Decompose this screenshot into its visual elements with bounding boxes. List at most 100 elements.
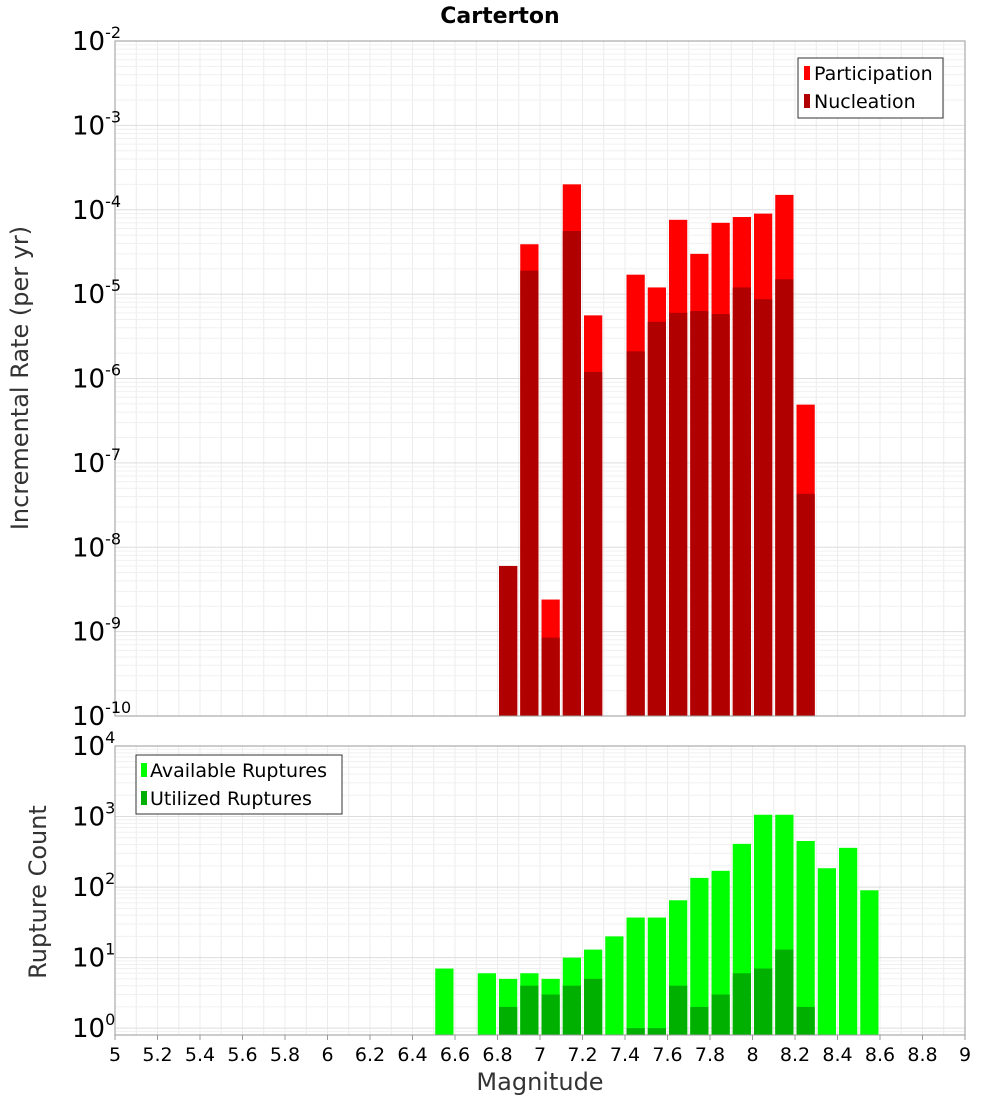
y-tick-label: 10-9: [72, 614, 121, 648]
y-tick-label: 103: [72, 799, 115, 833]
legend-swatch-participation: [804, 66, 810, 80]
legend-label-nucleation: Nucleation: [814, 91, 916, 113]
x-tick-label: 5.2: [142, 1044, 172, 1066]
bar-available-ruptures: [435, 968, 454, 1035]
bar-utilized-ruptures: [796, 1006, 815, 1035]
x-ticks: 5 5.2 5.4 5.6 5.8 6 6.2 6.4 6.6 6.8 7 7.2 7.4 7.6 7.8 8…: [109, 1035, 971, 1066]
y-tick-base: 10: [72, 944, 105, 974]
y-tick-exponent: -8: [105, 529, 121, 548]
y-tick-exponent: -5: [105, 276, 121, 295]
bar-utilized-ruptures: [562, 985, 581, 1035]
x-tick-label: 7.4: [610, 1044, 640, 1066]
bar-available-ruptures: [647, 917, 666, 1035]
bar-nucleation: [499, 565, 518, 716]
bar-nucleation: [775, 279, 794, 716]
y-tick-label: 10-8: [72, 529, 121, 563]
rate-legend: Participation Nucleation: [797, 57, 944, 119]
y-tick-base: 10: [72, 111, 105, 141]
bar-utilized-ruptures: [775, 949, 794, 1035]
y-tick-label: 10-3: [72, 107, 121, 141]
y-tick-exponent: 2: [105, 869, 115, 888]
legend-label-utilized: Utilized Ruptures: [150, 788, 312, 810]
bar-utilized-ruptures: [754, 968, 773, 1035]
y-tick-exponent: 3: [105, 799, 115, 818]
x-tick-label: 9: [959, 1044, 971, 1066]
y-tick-base: 10: [72, 280, 105, 310]
x-tick-label: 6: [321, 1044, 333, 1066]
y-tick-label: 10-4: [72, 192, 121, 226]
bar-nucleation: [754, 299, 773, 716]
y-tick-label: 10-7: [72, 445, 121, 479]
x-tick-label: 7.8: [695, 1044, 725, 1066]
y-tick-label: 10-6: [72, 361, 121, 395]
x-tick-label: 7.2: [567, 1044, 597, 1066]
bar-utilized-ruptures: [647, 1028, 666, 1035]
bar-utilized-ruptures: [732, 973, 751, 1035]
bar-available-ruptures: [711, 870, 730, 1035]
y-tick-label: 10-2: [72, 23, 121, 57]
legend-label-available: Available Ruptures: [150, 760, 327, 782]
bar-utilized-ruptures: [584, 978, 603, 1035]
y-tick-exponent: -10: [105, 698, 131, 717]
y-tick-label: 100: [72, 1010, 115, 1044]
y-tick-base: 10: [72, 365, 105, 395]
y-tick-base: 10: [72, 803, 105, 833]
bar-nucleation: [562, 230, 581, 716]
y-tick-exponent: 4: [105, 728, 115, 747]
x-tick-label: 8.8: [907, 1044, 937, 1066]
bar-available-ruptures: [839, 847, 858, 1035]
x-tick-label: 5.8: [270, 1044, 300, 1066]
rate-bars: [499, 184, 815, 717]
bar-utilized-ruptures: [690, 1006, 709, 1035]
x-tick-label: 7: [534, 1044, 546, 1066]
bar-nucleation: [711, 314, 730, 716]
bar-nucleation: [626, 351, 645, 716]
bar-nucleation: [796, 493, 815, 716]
chart-title: Carterton: [440, 4, 559, 29]
y-tick-base: 10: [72, 27, 105, 57]
bar-nucleation: [541, 637, 560, 716]
x-tick-label: 5: [109, 1044, 121, 1066]
x-tick-label: 5.6: [227, 1044, 257, 1066]
bar-available-ruptures: [690, 877, 709, 1035]
y-tick-base: 10: [72, 702, 105, 732]
y-tick-label: 10-10: [72, 698, 131, 732]
y-tick-label: 102: [72, 869, 115, 903]
legend-label-participation: Participation: [814, 63, 933, 85]
bar-nucleation: [520, 270, 539, 716]
bar-available-ruptures: [860, 890, 879, 1035]
y-tick-exponent: 1: [105, 940, 115, 959]
x-tick-label: 6.8: [482, 1044, 512, 1066]
bar-utilized-ruptures: [499, 1006, 518, 1035]
bar-nucleation: [690, 311, 709, 716]
y-tick-base: 10: [72, 449, 105, 479]
count-legend: Available Ruptures Utilized Ruptures: [135, 754, 343, 815]
count-y-axis-label: Rupture Count: [24, 805, 52, 979]
bar-available-ruptures: [796, 841, 815, 1035]
x-tick-label: 8.6: [865, 1044, 895, 1066]
x-axis-label: Magnitude: [476, 1068, 603, 1096]
bar-available-ruptures: [477, 973, 496, 1035]
y-tick-exponent: -2: [105, 23, 121, 42]
bar-utilized-ruptures: [669, 985, 688, 1035]
bar-nucleation: [732, 287, 751, 716]
x-tick-label: 8.4: [822, 1044, 852, 1066]
bar-nucleation: [584, 371, 603, 716]
x-tick-label: 6.6: [440, 1044, 470, 1066]
bar-available-ruptures: [626, 917, 645, 1035]
bar-nucleation: [669, 312, 688, 716]
bar-utilized-ruptures: [711, 994, 730, 1035]
x-tick-label: 7.6: [652, 1044, 682, 1066]
bar-utilized-ruptures: [626, 1028, 645, 1035]
x-tick-label: 8.2: [780, 1044, 810, 1066]
y-tick-label: 104: [72, 728, 115, 762]
count-legend-box: [135, 754, 343, 815]
y-tick-base: 10: [72, 196, 105, 226]
legend-swatch-utilized: [141, 791, 147, 805]
y-tick-label: 101: [72, 940, 115, 974]
y-tick-exponent: -3: [105, 107, 121, 126]
x-tick-label: 6.4: [397, 1044, 427, 1066]
